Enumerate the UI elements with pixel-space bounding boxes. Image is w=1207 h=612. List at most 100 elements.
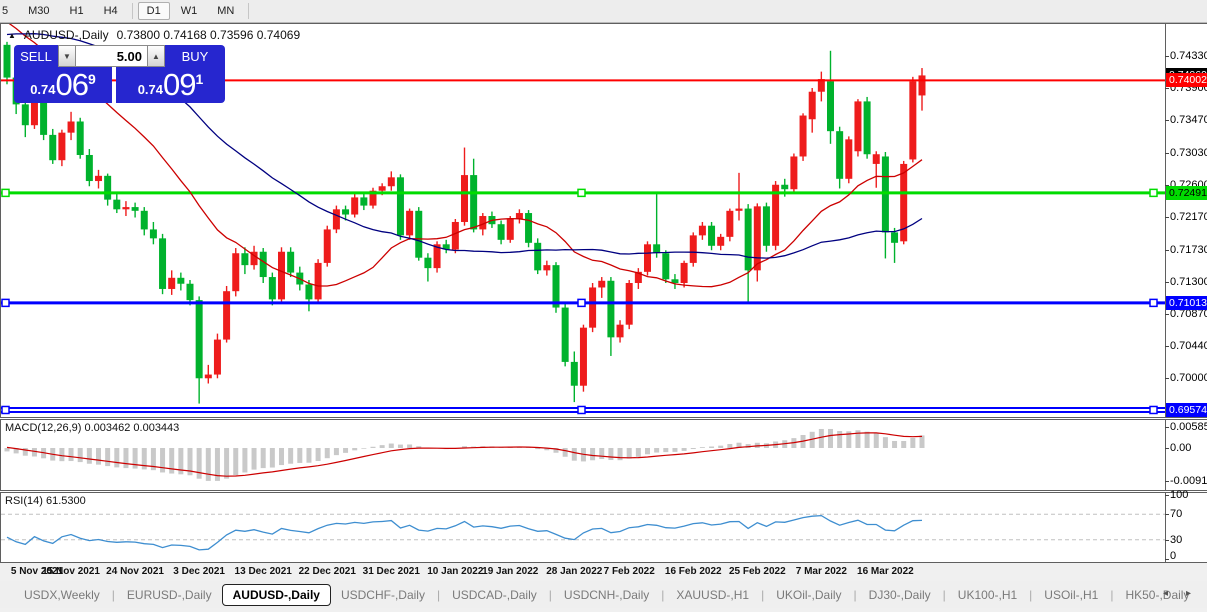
one-click-trading-panel: SELL ▼ ▲ BUY 0.74 06 9 0.74 09 1 — [14, 45, 225, 103]
pane-left-border — [0, 493, 1, 562]
sell-price-pips: 06 — [55, 67, 89, 102]
rsi-axis-tick — [1165, 539, 1169, 541]
chart-tab-bar: USDX,Weekly | EURUSD-,Daily AUDUSD-,Daily US… — [0, 581, 1207, 608]
tab-separator: | — [1110, 587, 1114, 602]
price-level-badge: 0.71013 — [1166, 295, 1207, 310]
tab-scroll-right-icon[interactable]: ▸ — [1186, 588, 1192, 599]
price-axis-label: 0.71730 — [1170, 243, 1207, 256]
chart-tab-usdcnh-[interactable]: USDCNH-,Daily — [563, 587, 650, 602]
macd-axis-label: -0.00918 — [1170, 474, 1207, 487]
price-axis-label: 0.74330 — [1170, 49, 1207, 62]
toolbar-separator — [131, 3, 133, 19]
price-level-badge: 0.72491 — [1166, 185, 1207, 200]
tab-scroll-left-icon[interactable]: ◂ — [1163, 588, 1169, 599]
chart-ohlc-values: 0.73800 0.74168 0.73596 0.74069 — [116, 28, 301, 42]
rsi-label: RSI(14) 61.5300 — [5, 495, 86, 507]
timeframe-button-d1[interactable]: D1 — [137, 2, 170, 20]
macd-label: MACD(12,26,9) 0.003462 0.003443 — [5, 422, 180, 434]
toolbar-separator — [248, 3, 250, 19]
rsi-axis-label: 100 — [1170, 489, 1189, 501]
date-axis-label: 16 Mar 2022 — [857, 566, 914, 577]
chart-tab-usdx[interactable]: USDX,Weekly — [24, 587, 100, 602]
timeframe-button-w1[interactable]: W1 — [180, 5, 198, 17]
chart-tab-audusd-[interactable]: AUDUSD-,Daily — [221, 583, 331, 606]
price-axis-tick — [1165, 249, 1169, 251]
rsi-indicator-pane: RSI(14) 61.5300 — [0, 493, 1207, 562]
rsi-axis-tick — [1165, 559, 1169, 560]
pane-splitter[interactable] — [0, 490, 1207, 493]
rsi-axis-label: 0 — [1170, 550, 1177, 562]
chart-tab-xauusd-[interactable]: XAUUSD-,H1 — [676, 587, 750, 602]
sell-price-display[interactable]: 0.74 06 9 — [14, 67, 112, 103]
tab-separator: | — [111, 587, 115, 602]
date-axis-label: 25 Feb 2022 — [728, 566, 786, 577]
buy-price-display[interactable]: 0.74 09 1 — [116, 67, 225, 103]
volume-input[interactable] — [76, 45, 147, 67]
price-axis-label: 0.70870 — [1170, 307, 1207, 320]
price-axis-tick — [1165, 313, 1169, 315]
price-axis-tick — [1165, 281, 1169, 283]
price-axis-label: 0.70440 — [1170, 339, 1207, 352]
date-axis-label: 10 Jan 2022 — [427, 566, 484, 577]
chart-tab-usdchf-[interactable]: USDCHF-,Daily — [340, 587, 425, 602]
buy-price-pips: 09 — [163, 67, 196, 102]
tab-separator: | — [1029, 587, 1033, 602]
price-axis-label: 0.73470 — [1170, 114, 1207, 126]
price-level-badge: 0.69574 — [1166, 402, 1207, 417]
chart-tab-usdcad-[interactable]: USDCAD-,Daily — [452, 587, 537, 602]
macd-axis-tick — [1165, 480, 1169, 482]
macd-axis-tick — [1165, 427, 1169, 429]
date-axis-label: 7 Feb 2022 — [603, 566, 655, 577]
price-axis-label: 0.72170 — [1170, 210, 1207, 223]
price-axis-tick — [1165, 55, 1169, 57]
pane-splitter[interactable] — [0, 417, 1207, 420]
rsi-axis-separator — [1165, 493, 1166, 562]
one-click-collapse-icon[interactable]: ▲ — [8, 30, 16, 40]
rsi-axis-label: 30 — [1170, 533, 1183, 546]
date-axis-label: 24 Nov 2021 — [106, 566, 164, 577]
candlestick-plot[interactable] — [1, 24, 1165, 417]
tab-separator: | — [548, 587, 552, 602]
volume-decrease-button[interactable]: ▼ — [58, 45, 76, 67]
timeframe-button-h1[interactable]: H1 — [69, 5, 84, 17]
chart-window-border — [0, 23, 1207, 24]
price-axis-tick — [1165, 120, 1169, 121]
timeframe-button-m30[interactable]: M30 — [28, 5, 50, 17]
volume-increase-button[interactable]: ▲ — [147, 45, 165, 67]
price-axis-tick — [1165, 184, 1169, 186]
macd-axis-label: 0.00 — [1170, 442, 1192, 454]
macd-axis-separator — [1165, 420, 1166, 490]
tab-separator: | — [942, 587, 946, 602]
date-axis-border — [0, 562, 1207, 563]
chart-tab-uk100-[interactable]: UK100-,H1 — [957, 587, 1018, 602]
macd-plot[interactable] — [1, 420, 1165, 490]
date-axis-label: 13 Dec 2021 — [234, 566, 292, 577]
rsi-axis-tick — [1165, 514, 1169, 516]
timeframe-button-h4[interactable]: H4 — [103, 5, 118, 17]
price-axis-tick — [1165, 88, 1169, 89]
pane-left-border — [0, 24, 1, 417]
price-axis-tick — [1165, 216, 1169, 218]
chart-tab-hk50-[interactable]: HK50-,Daily — [1125, 587, 1190, 602]
chart-tab-dj30-[interactable]: DJ30-,Daily — [868, 587, 931, 602]
chart-symbol-title: AUDUSD-,Daily — [23, 28, 109, 42]
chart-tab-ukoil-[interactable]: UKOil-,Daily — [776, 587, 842, 602]
date-axis-label: 22 Dec 2021 — [298, 566, 356, 577]
rsi-plot[interactable] — [1, 493, 1165, 562]
pane-left-border — [0, 420, 1, 490]
date-axis-label: 7 Mar 2022 — [795, 566, 847, 577]
tab-separator: | — [661, 587, 665, 602]
chart-tab-usoil-[interactable]: USOil-,H1 — [1044, 587, 1099, 602]
sell-button[interactable]: SELL — [14, 45, 58, 67]
date-axis-label: 5 Nov 2021 — [10, 566, 64, 577]
price-axis-tick — [1165, 378, 1169, 380]
timeframe-button-5[interactable]: 5 — [2, 5, 9, 17]
timeframe-button-mn[interactable]: MN — [217, 5, 235, 17]
status-strip — [0, 608, 1207, 612]
chart-tab-eurusd-[interactable]: EURUSD-,Daily — [126, 587, 212, 602]
rsi-axis-label: 70 — [1170, 508, 1183, 521]
macd-indicator-pane: MACD(12,26,9) 0.003462 0.003443 — [0, 420, 1207, 490]
buy-button[interactable]: BUY — [165, 45, 225, 67]
price-axis-label: 0.73030 — [1170, 146, 1207, 159]
